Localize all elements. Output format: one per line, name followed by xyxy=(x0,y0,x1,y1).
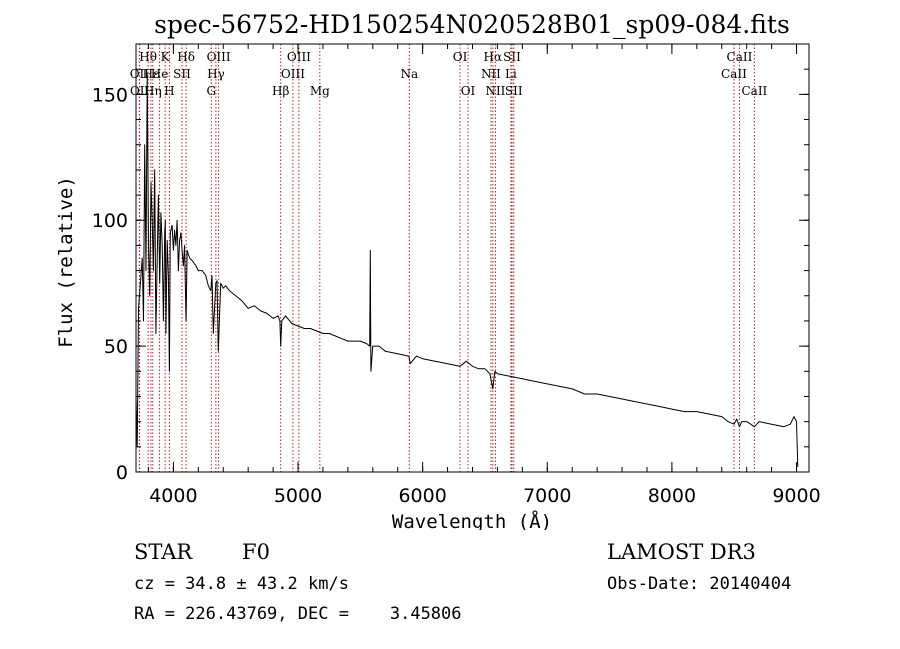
observation-date: Obs-Date: 20140404 xyxy=(607,574,792,594)
x-tick-label: 6000 xyxy=(398,485,446,507)
line-marker-label: Hδ xyxy=(177,50,195,64)
line-marker-label: Hθ xyxy=(139,50,157,64)
line-marker-label: Li xyxy=(505,67,517,81)
spectrum-chart: spec-56752-HD150254N020528B01_sp09-084.f… xyxy=(55,10,821,530)
line-marker-label: CaII xyxy=(721,67,747,81)
y-tick-label: 100 xyxy=(92,210,128,232)
line-marker-label: Na xyxy=(400,67,418,81)
x-tick-label: 5000 xyxy=(274,485,322,507)
x-tick-label: 8000 xyxy=(648,485,696,507)
line-marker-label: Hβ xyxy=(272,84,289,98)
line-marker-label: NII xyxy=(481,67,501,81)
line-marker-label: OIII xyxy=(281,67,305,81)
y-tick-label: 50 xyxy=(104,336,128,358)
spectrum-line xyxy=(135,73,799,468)
y-axis-label: Flux (relative) xyxy=(55,176,77,348)
line-marker-label: Mg xyxy=(310,84,330,98)
object-subclass: F0 xyxy=(242,540,270,564)
x-tick-label: 7000 xyxy=(523,485,571,507)
coordinates: RA = 226.43769, DEC = 3.45806 xyxy=(134,604,462,624)
spectrum-series xyxy=(135,73,799,468)
object-class: STAR xyxy=(134,540,193,564)
line-marker-label: K xyxy=(161,50,171,64)
line-marker-label: Hη xyxy=(144,84,162,98)
line-marker-label: SII xyxy=(505,84,523,98)
y-tick-label: 150 xyxy=(92,84,128,106)
line-marker-label: SII xyxy=(173,67,191,81)
axes: 4000 5000 6000 7000 8000 9000 0 50 100 150 xyxy=(92,43,821,507)
line-marker-label: OI xyxy=(461,84,476,98)
line-marker-label: He xyxy=(151,67,169,81)
redshift-cz: cz = 34.8 ± 43.2 km/s xyxy=(134,574,349,594)
plot-frame xyxy=(135,43,810,473)
line-marker-label: NII xyxy=(485,84,505,98)
line-marker-label: Hα xyxy=(484,50,503,64)
x-tick-label: 4000 xyxy=(149,485,197,507)
line-marker-label: SII xyxy=(503,50,521,64)
line-marker-label: H xyxy=(164,84,174,98)
x-axis-label: Wavelength (Å) xyxy=(392,510,552,530)
line-marker-label: OI xyxy=(453,50,468,64)
y-tick-label: 0 xyxy=(116,462,128,484)
survey-name: LAMOST DR3 xyxy=(607,540,756,564)
line-marker-label: OIII xyxy=(287,50,311,64)
line-marker-label: CaII xyxy=(727,50,753,64)
line-marker-label: CaII xyxy=(741,84,767,98)
line-marker-label: OII xyxy=(130,67,150,81)
line-marker-label: Hγ xyxy=(207,67,225,81)
chart-title: spec-56752-HD150254N020528B01_sp09-084.f… xyxy=(154,10,790,39)
line-marker-label: G xyxy=(206,84,216,98)
x-tick-label: 9000 xyxy=(772,485,820,507)
line-marker-label: OIII xyxy=(207,50,231,64)
